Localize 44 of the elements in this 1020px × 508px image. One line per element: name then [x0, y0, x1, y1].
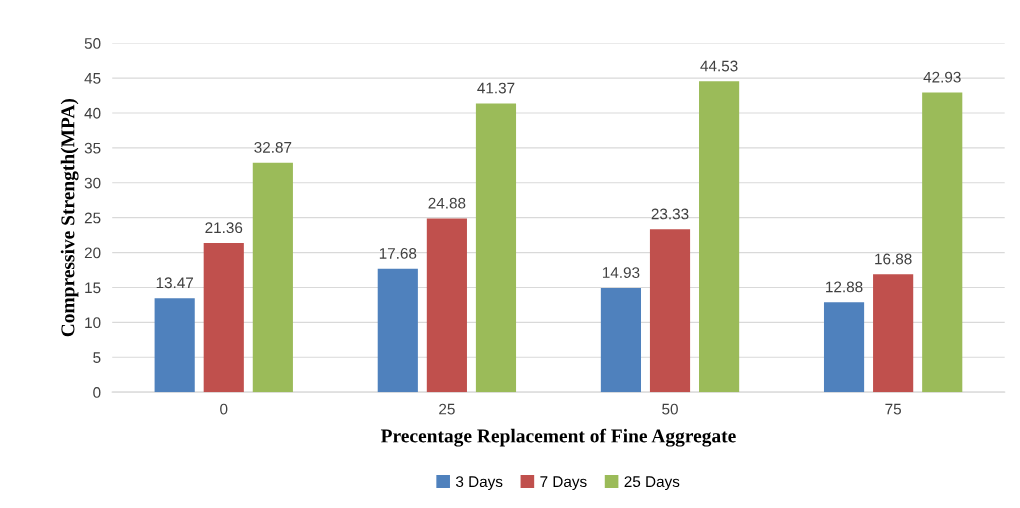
y-tick-label: 5	[93, 352, 101, 363]
data-label: 21.36	[205, 222, 243, 234]
data-label: 23.33	[651, 208, 689, 220]
y-tick-label: 30	[84, 177, 101, 189]
bar	[154, 298, 195, 393]
legend-label: 7 Days	[540, 476, 587, 491]
data-label: 14.93	[602, 267, 640, 278]
data-label: 24.88	[428, 197, 466, 209]
x-tick-label: 75	[885, 403, 901, 415]
data-label: 17.68	[379, 247, 417, 259]
bar	[426, 218, 467, 393]
bar	[922, 92, 963, 393]
x-tick-label: 0	[220, 403, 228, 415]
y-tick-label: 10	[85, 317, 101, 329]
bar	[649, 229, 691, 393]
bar	[699, 81, 740, 393]
data-label: 12.88	[826, 281, 863, 293]
y-tick-label: 25	[84, 212, 101, 224]
bar	[823, 302, 865, 393]
legend-label: 3 Days	[455, 476, 503, 491]
bar	[873, 274, 914, 393]
y-tick-label: 45	[84, 73, 101, 84]
y-tick-label: 0	[93, 387, 101, 398]
legend-label: 25 Days	[624, 476, 680, 491]
data-label: 13.47	[156, 277, 194, 289]
x-axis-title: Precentage Replacement of Fine Aggregate	[380, 428, 736, 447]
y-tick-label: 35	[84, 142, 101, 154]
data-label: 42.93	[923, 71, 961, 83]
x-tick-label: 25	[439, 403, 455, 415]
bar	[377, 268, 418, 393]
data-label: 41.37	[477, 82, 515, 94]
bar	[252, 162, 293, 393]
data-label: 16.88	[875, 253, 912, 265]
y-tick-label: 15	[85, 282, 101, 294]
y-axis-title: Compressive Strength(MPA)	[60, 98, 79, 337]
bar	[203, 243, 244, 393]
x-tick-label: 50	[662, 403, 678, 415]
y-tick-label: 50	[84, 38, 101, 49]
y-tick-label: 40	[84, 107, 101, 119]
bar	[600, 287, 642, 393]
bar	[475, 103, 517, 393]
data-label: 44.53	[700, 60, 738, 72]
y-tick-label: 20	[84, 247, 101, 259]
data-label: 32.87	[254, 141, 292, 153]
